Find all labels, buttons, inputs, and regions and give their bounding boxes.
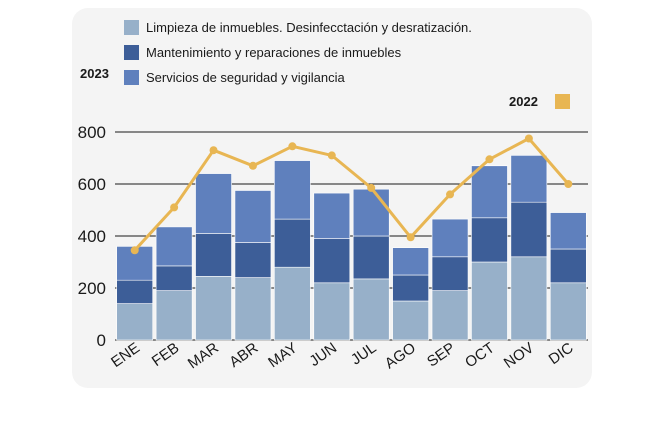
point-2022-jun	[327, 151, 336, 160]
point-2022-dic	[564, 180, 573, 188]
y-tick-label-0: 0	[97, 331, 106, 350]
bar-feb-series-2	[155, 265, 193, 291]
legend-label-2022: 2022	[509, 94, 538, 109]
bar-dic-series-1	[549, 282, 587, 341]
bar-nov-series-2	[510, 201, 548, 258]
bar-abr-series-2	[234, 242, 272, 278]
y-tick-label-600: 600	[78, 175, 106, 194]
point-2022-nov	[524, 134, 533, 143]
point-2022-may	[288, 142, 297, 151]
bar-sep-series-2	[431, 256, 469, 291]
point-2022-oct	[485, 155, 494, 164]
bar-feb-series-1	[155, 290, 193, 341]
bar-jun-series-1	[313, 282, 351, 341]
bar-ago-series-3	[392, 247, 429, 276]
bar-oct-series-2	[471, 217, 508, 263]
bar-may-series-1	[274, 266, 311, 341]
bar-nov-series-1	[510, 256, 548, 341]
bar-jul-series-2	[352, 235, 390, 280]
point-2022-jul	[367, 183, 376, 192]
point-2022-feb	[170, 203, 179, 212]
bar-ene-series-2	[116, 279, 154, 304]
legend-label-series-2: Mantenimiento y reparaciones de inmueble…	[146, 45, 402, 60]
bar-sep-series-1	[431, 290, 469, 341]
legend-label-series-3: Servicios de seguridad y vigilancia	[146, 70, 345, 85]
legend-swatch-series-3	[124, 70, 139, 85]
bar-oct-series-3	[471, 165, 508, 219]
bar-mar-series-2	[195, 233, 232, 277]
legend-label-series-1: Limpieza de inmuebles. Desinfecctación y…	[146, 20, 472, 35]
year-label-2023: 2023	[80, 66, 109, 81]
bar-oct-series-1	[471, 261, 508, 341]
bar-jun-series-3	[313, 192, 351, 239]
y-tick-label-400: 400	[78, 227, 106, 246]
bar-mar-series-3	[195, 173, 232, 234]
point-2022-mar	[209, 146, 218, 155]
legend-swatch-series-2	[124, 45, 139, 60]
bar-dic-series-3	[549, 212, 587, 250]
line-2022	[133, 137, 570, 252]
bar-dic-series-2	[549, 248, 587, 284]
bar-ene-series-1	[116, 303, 154, 341]
bar-jun-series-2	[313, 238, 351, 284]
bar-mar-series-1	[195, 275, 232, 341]
bar-abr-series-3	[234, 190, 272, 243]
y-tick-label-200: 200	[78, 279, 106, 298]
point-2022-ago	[406, 233, 415, 242]
point-2022-ene	[130, 246, 139, 255]
bar-abr-series-1	[234, 277, 272, 341]
point-2022-abr	[248, 161, 257, 170]
bar-jul-series-1	[352, 278, 390, 341]
bar-may-series-3	[274, 160, 311, 220]
bar-feb-series-3	[155, 226, 193, 267]
bar-nov-series-3	[510, 155, 548, 203]
bar-may-series-2	[274, 218, 311, 268]
bar-sep-series-3	[431, 218, 469, 258]
bar-ago-series-1	[392, 300, 429, 341]
point-2022-sep	[446, 190, 455, 199]
legend-swatch-series-1	[124, 20, 139, 35]
legend-swatch-2022	[555, 94, 570, 109]
bar-ago-series-2	[392, 274, 429, 302]
y-tick-label-800: 800	[78, 123, 106, 142]
bar-jul-series-3	[352, 188, 390, 237]
